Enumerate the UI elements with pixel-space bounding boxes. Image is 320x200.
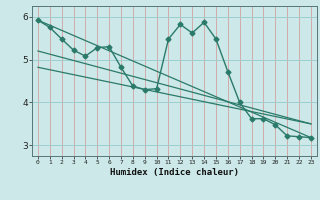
- X-axis label: Humidex (Indice chaleur): Humidex (Indice chaleur): [110, 168, 239, 177]
